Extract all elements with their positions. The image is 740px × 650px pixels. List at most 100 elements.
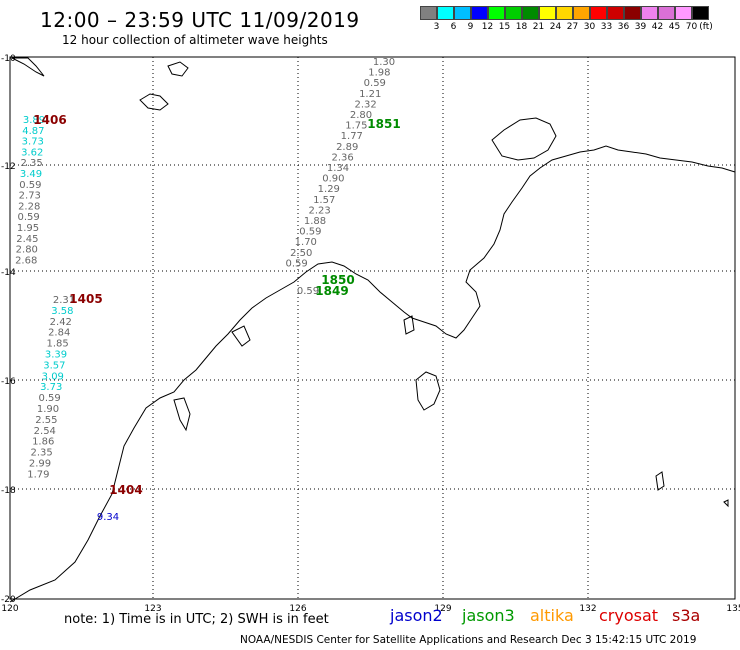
legend-swatch	[539, 6, 556, 20]
lon-tick-label: 126	[289, 604, 306, 614]
page-subtitle: 12 hour collection of altimeter wave hei…	[62, 33, 328, 47]
swh-value: 2.36	[331, 152, 353, 163]
swh-value: 3.62	[21, 147, 43, 158]
mission-label-s3a: s3a	[672, 606, 701, 625]
swh-value: 1.98	[368, 68, 390, 79]
swh-value: 2.80	[16, 245, 38, 256]
track-id-label: 1404	[109, 483, 142, 497]
legend-label: 3	[433, 22, 440, 32]
swh-value: 2.55	[35, 415, 57, 426]
legend-label: 15	[498, 22, 511, 32]
swh-value: 2.45	[16, 234, 38, 245]
legend-label: 39	[634, 22, 647, 32]
swh-value: 1.79	[27, 469, 49, 480]
lon-tick-label: 132	[579, 604, 596, 614]
legend-label: 24	[549, 22, 562, 32]
legend-swatch	[641, 6, 658, 20]
track-id-label: 1405	[69, 292, 102, 306]
mission-label-cryosat: cryosat	[599, 606, 659, 625]
swh-value: 3.57	[43, 360, 65, 371]
legend-label: 27	[566, 22, 579, 32]
swh-value: 3.89	[23, 115, 45, 126]
legend-label: 36	[617, 22, 630, 32]
legend-label: 6	[450, 22, 457, 32]
legend-label: 12	[481, 22, 494, 32]
lat-tick-label: -18	[1, 486, 16, 496]
track-id-label: 1406	[33, 113, 66, 127]
legend-label: 70	[685, 22, 698, 32]
legend-swatch	[556, 6, 573, 20]
swh-value: 1.75	[345, 121, 367, 132]
swh-value: 1.86	[32, 437, 54, 448]
swh-value: 3.09	[42, 371, 64, 382]
swh-value: 2.50	[290, 248, 312, 259]
lat-lon-grid	[10, 57, 735, 598]
legend-label: 45	[668, 22, 681, 32]
swh-value: 2.35	[20, 158, 42, 169]
legend-swatch	[624, 6, 641, 20]
legend-swatch	[505, 6, 522, 20]
swh-value: 0.59	[285, 258, 307, 269]
lat-tick-label: -16	[1, 377, 16, 387]
swh-value: 2.35	[30, 448, 52, 459]
legend-label: 21	[532, 22, 545, 32]
swh-value: 4.87	[22, 126, 44, 137]
swh-value: 0.59	[299, 227, 321, 238]
swh-value: 2.54	[34, 426, 56, 437]
swh-value: 0.59	[297, 286, 319, 297]
swh-value: 3.49	[20, 169, 42, 180]
legend-swatch	[590, 6, 607, 20]
swh-value: 2.28	[18, 201, 40, 212]
swh-value: 2.73	[19, 191, 41, 202]
swh-value: 0.90	[322, 174, 344, 185]
swh-value: 2.68	[15, 255, 37, 266]
lat-tick-label: -12	[1, 162, 16, 172]
track-id-label: 1851	[367, 117, 400, 131]
swh-value: 0.59	[38, 393, 60, 404]
legend-swatch	[488, 6, 505, 20]
mission-label-jason3: jason3	[462, 606, 515, 625]
legend-swatch	[454, 6, 471, 20]
swh-value: 3.58	[51, 306, 73, 317]
legend-label: 33	[600, 22, 613, 32]
swh-value: 1.95	[17, 223, 39, 234]
swh-value: 1.85	[46, 339, 68, 350]
longitude-labels: 120 123 126 129 132 135	[1, 604, 740, 614]
lon-tick-label: 129	[434, 604, 451, 614]
swh-value: 0.59	[17, 212, 39, 223]
legend-label: 18	[515, 22, 528, 32]
plot-frame	[9, 56, 736, 600]
swh-value: 2.89	[336, 142, 358, 153]
legend-swatch	[471, 6, 488, 20]
swh-value: 2.99	[29, 459, 51, 470]
swh-value: 1.30	[373, 57, 395, 68]
swh-value: 1.21	[359, 89, 381, 100]
swh-value: 0.59	[19, 180, 41, 191]
swh-value: 1.34	[327, 163, 349, 174]
swh-value: 2.23	[308, 205, 330, 216]
legend-swatch	[675, 6, 692, 20]
swh-value: 2.80	[350, 110, 372, 121]
swh-value: 0.59	[364, 78, 386, 89]
legend-swatch	[420, 6, 437, 20]
mission-label-jason2: jason2	[390, 606, 443, 625]
swh-value: 1.77	[341, 131, 363, 142]
lat-tick-label: -10	[1, 54, 16, 64]
footer-credit: NOAA/NESDIS Center for Satellite Applica…	[240, 634, 697, 646]
legend-swatch	[692, 6, 709, 20]
swh-value: 2.42	[50, 317, 72, 328]
swh-value: 2.32	[354, 99, 376, 110]
swh-value: 3.39	[45, 350, 67, 361]
swh-value: 1.90	[37, 404, 59, 415]
coastline	[9, 57, 736, 603]
lat-tick-label: -20	[1, 595, 16, 605]
latitude-labels: -10 -12 -14 -16 -18 -20	[1, 54, 16, 605]
legend-swatch	[522, 6, 539, 20]
swh-value: 1.70	[295, 237, 317, 248]
lon-tick-label: 120	[1, 604, 18, 614]
swh-value: 1.88	[304, 216, 326, 227]
lat-tick-label: -14	[1, 268, 16, 278]
swh-value: 2.31	[53, 295, 75, 306]
legend-label: 9	[467, 22, 474, 32]
